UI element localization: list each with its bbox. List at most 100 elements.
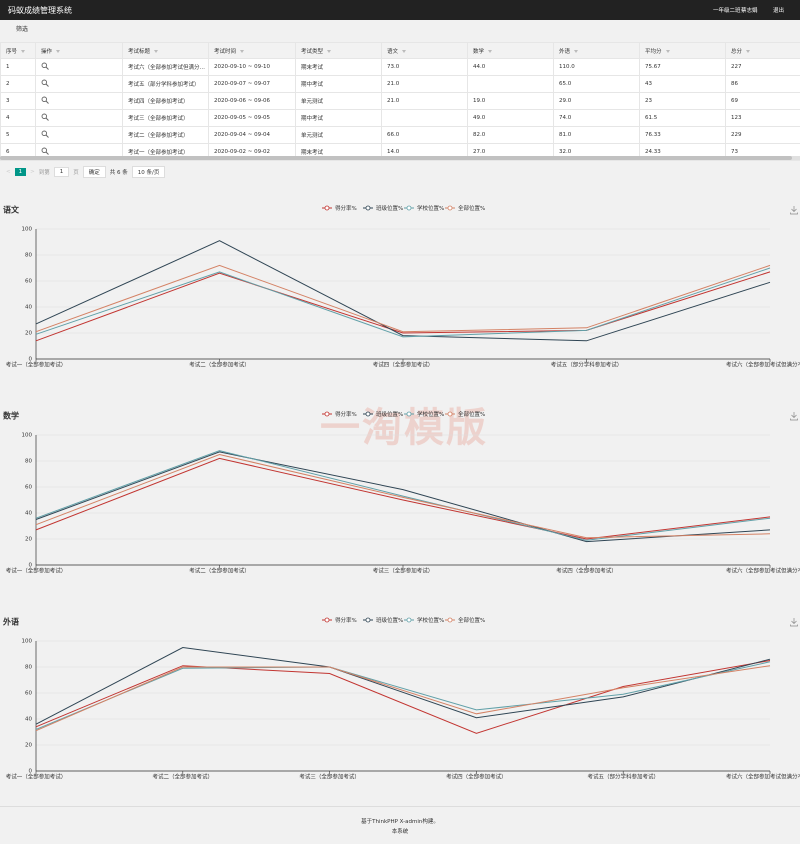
logout[interactable]: 退出 [773,8,785,14]
footer-line: 基于ThinkPHP X-admin构建。 [361,819,439,825]
table-cell: 期中考试 [295,109,382,127]
confirm-button[interactable]: 确定 [82,166,106,178]
table-row: 5 考试二（全部参加考试） 2020-09-04 ~ 09-04 单元测试 66.0 82… [0,126,800,144]
page-size-select[interactable]: 10 条/页 [131,166,166,178]
action-cell [35,126,123,144]
class-name[interactable]: 一年级二班 [713,8,741,14]
legend-item[interactable]: 学校位置% [404,204,444,212]
column-header[interactable]: 总分 [725,42,800,59]
line-chart: 语文 0 20 40 60 80 100 考试一（全部参加考试） 考试二（全部参加考试） 考试四（… [3,204,800,369]
column-header[interactable]: 数学 [467,42,554,59]
legend-item[interactable]: 全部位置% [445,204,485,212]
table-cell: 考试四（全部参加考试） [122,92,209,110]
table-cell: 期中考试 [295,75,382,93]
x-tick-label: 考试五（部分学科参加考试） [551,361,623,369]
column-header[interactable]: 平均分 [639,42,726,59]
table-cell: 61.5 [639,109,726,127]
legend-item[interactable]: 学校位置% [404,616,444,624]
legend-marker [447,205,453,211]
column-header[interactable]: 操作 [35,42,123,59]
legend-item[interactable]: 全部位置% [445,410,485,418]
column-header[interactable]: 考试类型 [295,42,382,59]
column-header[interactable]: 外语 [553,42,640,59]
legend-item[interactable]: 班级位置% [363,616,403,624]
table-cell: 66.0 [381,126,468,144]
table-cell: 86 [725,75,800,93]
series-line [35,450,771,541]
column-header[interactable]: 考试标题 [122,42,209,59]
view-icon[interactable] [41,62,49,70]
legend-label: 得分率% [335,410,357,418]
y-tick-label: 20 [25,331,32,337]
view-icon[interactable] [41,130,49,138]
view-icon[interactable] [41,147,49,155]
table-cell: 2020-09-05 ~ 09-05 [208,109,296,127]
y-tick-label: 80 [25,665,32,671]
filter-button[interactable]: 筛选 [16,26,29,33]
table-cell: 2020-09-07 ~ 09-07 [208,75,296,93]
user-name[interactable]: 蔡志娟 [741,8,758,14]
legend-marker [324,411,330,417]
watermark: 一淘模版 [320,405,488,451]
exam-table: 序号 操作 考试标题 考试时间 考试类型 语文 数学 外语 平均分 总分 1 考试六（全部参加考试但… [0,42,800,161]
y-tick-label: 100 [22,639,33,645]
table-row: 1 考试六（全部参加考试但满分… 2020-09-10 ~ 09-10 期末考试 73.… [0,58,800,76]
legend-label: 得分率% [335,616,357,624]
goto-label: 到第 [38,170,50,176]
table-cell: 227 [725,58,800,76]
legend-item[interactable]: 得分率% [322,616,357,624]
x-tick-label: 考试二（全部参加考试） [189,567,250,575]
y-tick-label: 80 [25,253,32,259]
app-title: 码蚁成绩管理系统 [8,6,72,15]
view-icon[interactable] [41,79,49,87]
legend-item[interactable]: 学校位置% [404,410,444,418]
view-icon[interactable] [41,113,49,121]
action-cell [35,75,123,93]
legend-label: 学校位置% [417,410,444,418]
chart-title: 语文 [3,205,20,215]
table-row: 4 考试三（全部参加考试） 2020-09-05 ~ 09-05 期中考试 49.0 74… [0,109,800,127]
legend-item[interactable]: 班级位置% [363,204,403,212]
table-cell: 考试六（全部参加考试但满分… [122,58,209,76]
scrollbar[interactable] [0,156,800,160]
y-tick-label: 40 [25,511,32,517]
legend-label: 班级位置% [376,616,403,624]
legend-label: 全部位置% [458,410,485,418]
legend-item[interactable]: 全部位置% [445,616,485,624]
column-header[interactable]: 考试时间 [208,42,296,59]
x-tick-label: 考试一（全部参加考试） [6,773,67,781]
page-unit: 页 [73,170,79,176]
table-cell: 75.67 [639,58,726,76]
series-line [35,267,771,338]
table-cell [467,75,554,93]
table-cell: 考试二（全部参加考试） [122,126,209,144]
download-icon[interactable] [790,618,798,627]
table-cell: 29.0 [553,92,640,110]
column-header[interactable]: 语文 [381,42,468,59]
current-page[interactable]: 1 [14,168,27,176]
series-line [35,646,771,725]
legend-label: 全部位置% [458,616,485,624]
table-cell: 考试三（全部参加考试） [122,109,209,127]
download-icon[interactable] [790,412,798,421]
page-input[interactable]: 1 [53,167,70,177]
y-tick-label: 20 [25,743,32,749]
column-header[interactable]: 序号 [0,42,36,59]
x-tick-label: 考试六（全部参加考试但满分不同） [726,773,800,781]
legend-item[interactable]: 得分率% [322,204,357,212]
download-icon[interactable] [790,206,798,215]
table-cell: 19.0 [467,92,554,110]
view-icon[interactable] [41,96,49,104]
legend-item[interactable]: 班级位置% [363,410,403,418]
legend-marker [406,411,412,417]
action-cell [35,92,123,110]
series-line [35,453,771,539]
legend-label: 得分率% [335,204,357,212]
table-cell: 123 [725,109,800,127]
table-cell: 2020-09-10 ~ 09-10 [208,58,296,76]
legend-label: 学校位置% [417,204,444,212]
legend-item[interactable]: 得分率% [322,410,357,418]
table-cell: 单元测试 [295,126,382,144]
table-cell: 110.0 [553,58,640,76]
